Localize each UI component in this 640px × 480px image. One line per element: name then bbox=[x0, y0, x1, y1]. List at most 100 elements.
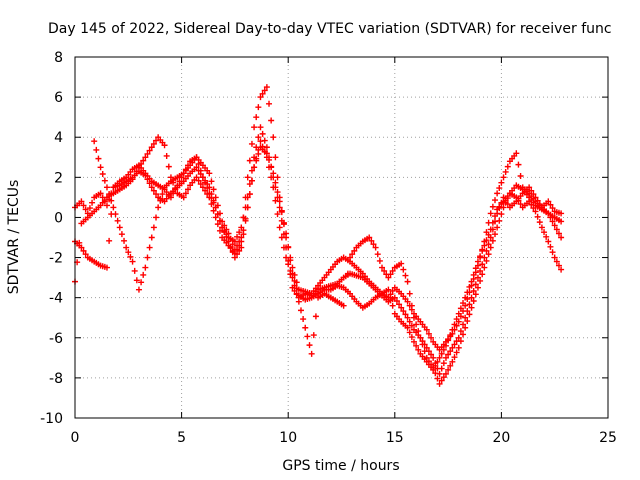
data-point bbox=[278, 209, 285, 216]
data-point bbox=[197, 167, 204, 174]
data-point bbox=[555, 230, 562, 237]
data-point bbox=[445, 366, 452, 373]
data-point bbox=[551, 222, 558, 229]
data-point bbox=[276, 198, 283, 205]
data-point bbox=[150, 224, 157, 231]
data-point bbox=[274, 174, 281, 181]
data-point bbox=[193, 164, 200, 171]
x-tick-label: 0 bbox=[71, 430, 80, 446]
data-point bbox=[410, 338, 417, 345]
data-point bbox=[216, 227, 223, 234]
data-point bbox=[268, 174, 275, 181]
data-point bbox=[257, 124, 264, 131]
data-point bbox=[434, 358, 441, 365]
data-point bbox=[468, 278, 475, 285]
data-point bbox=[219, 224, 226, 231]
data-point bbox=[195, 177, 202, 184]
data-point bbox=[404, 298, 411, 305]
data-point bbox=[500, 174, 507, 181]
data-point bbox=[133, 277, 140, 284]
data-point bbox=[112, 211, 119, 218]
data-point bbox=[376, 257, 383, 264]
x-axis-label: GPS time / hours bbox=[282, 458, 399, 474]
data-point bbox=[415, 328, 422, 335]
data-point bbox=[370, 241, 377, 248]
data-point bbox=[103, 184, 110, 191]
data-point bbox=[517, 172, 524, 179]
data-point bbox=[242, 215, 249, 222]
data-point bbox=[291, 277, 298, 284]
data-point bbox=[406, 329, 413, 336]
data-point bbox=[142, 264, 149, 271]
data-point bbox=[455, 344, 462, 351]
data-point bbox=[489, 237, 496, 244]
data-point bbox=[438, 365, 445, 372]
data-point bbox=[76, 239, 83, 246]
data-point bbox=[150, 187, 157, 194]
data-point bbox=[302, 324, 309, 331]
data-point bbox=[558, 210, 565, 217]
data-point bbox=[432, 362, 439, 369]
data-point bbox=[266, 156, 273, 163]
data-point bbox=[246, 181, 253, 188]
x-tick-label: 5 bbox=[177, 430, 186, 446]
data-point bbox=[283, 230, 290, 237]
data-point bbox=[402, 311, 409, 318]
y-tick-label: -6 bbox=[49, 331, 63, 347]
data-point bbox=[453, 316, 460, 323]
data-point bbox=[417, 334, 424, 341]
data-point bbox=[144, 254, 151, 261]
data-point bbox=[485, 241, 492, 248]
data-point bbox=[246, 157, 253, 164]
data-point bbox=[513, 194, 520, 201]
data-point bbox=[466, 301, 473, 308]
data-point bbox=[385, 286, 392, 293]
data-point bbox=[406, 318, 413, 325]
data-point bbox=[487, 210, 494, 217]
data-point bbox=[492, 231, 499, 238]
data-point bbox=[457, 338, 464, 345]
data-point bbox=[280, 219, 287, 226]
points-layer bbox=[72, 84, 565, 387]
data-point bbox=[430, 366, 437, 373]
data-point bbox=[268, 117, 275, 124]
data-point bbox=[393, 298, 400, 305]
data-point bbox=[153, 214, 160, 221]
data-point bbox=[453, 349, 460, 356]
data-point bbox=[255, 104, 262, 111]
y-tick-label: 4 bbox=[54, 130, 63, 146]
data-point bbox=[472, 281, 479, 288]
y-tick-label: 8 bbox=[54, 50, 63, 66]
data-point bbox=[372, 244, 379, 251]
data-point bbox=[99, 170, 106, 177]
data-point bbox=[366, 234, 373, 241]
data-point bbox=[462, 294, 469, 301]
data-point bbox=[432, 370, 439, 377]
data-point bbox=[285, 261, 292, 268]
x-tick-label: 20 bbox=[492, 430, 510, 446]
data-point bbox=[408, 322, 415, 329]
data-point bbox=[240, 227, 247, 234]
data-point bbox=[462, 324, 469, 331]
data-point bbox=[481, 242, 488, 249]
data-point bbox=[180, 194, 187, 201]
data-point bbox=[470, 298, 477, 305]
data-point bbox=[404, 324, 411, 331]
data-point bbox=[202, 179, 209, 186]
data-point bbox=[118, 231, 125, 238]
data-point bbox=[204, 191, 211, 198]
data-point bbox=[474, 258, 481, 265]
data-point bbox=[423, 326, 430, 333]
data-point bbox=[549, 205, 556, 212]
data-point bbox=[312, 313, 319, 320]
data-point bbox=[479, 247, 486, 254]
y-tick-label: -4 bbox=[49, 291, 63, 307]
data-point bbox=[123, 244, 130, 251]
data-point bbox=[129, 258, 136, 265]
data-point bbox=[513, 150, 520, 157]
data-point bbox=[285, 243, 292, 250]
data-point bbox=[547, 214, 554, 221]
data-point bbox=[89, 199, 96, 206]
data-point bbox=[555, 262, 562, 269]
